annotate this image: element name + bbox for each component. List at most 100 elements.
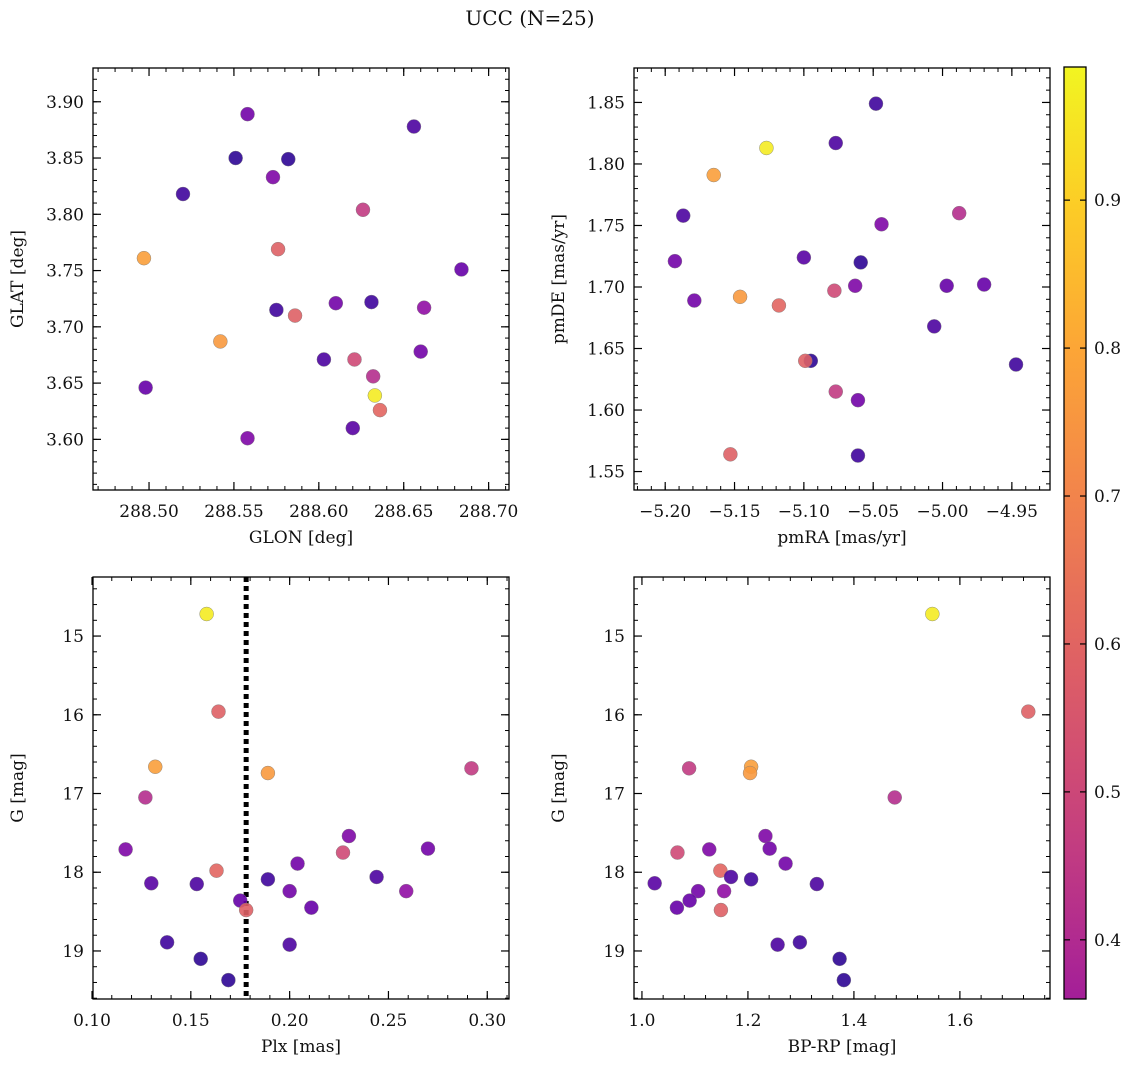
x-axis-label: Plx [mas]	[261, 1037, 341, 1057]
data-point	[1008, 357, 1024, 372]
y-tick-label: 1.55	[587, 463, 625, 483]
data-point	[868, 96, 884, 111]
data-point	[240, 106, 255, 122]
data-point	[199, 606, 214, 622]
y-axis-label: GLAT [deg]	[8, 230, 28, 328]
data-point	[464, 761, 479, 776]
x-axis-label: BP-RP [mag]	[788, 1037, 897, 1057]
data-point	[454, 262, 469, 277]
data-point	[927, 319, 942, 334]
y-axis-label: pmDE [mas/yr]	[549, 214, 569, 344]
plot-frame	[633, 67, 1051, 491]
data-point	[798, 353, 813, 369]
scatter-panel-4: 1.0 1.2 1.4 1.6 15 16 17 18 19 BP-RP [mag] G [mag]	[549, 576, 1051, 1057]
data-point	[209, 863, 224, 878]
data-point	[118, 842, 133, 857]
data-point	[723, 447, 738, 462]
x-tick-label: −5.05	[847, 502, 899, 522]
colorbar-tick-label: 0.8	[1094, 339, 1121, 359]
y-tick-label: 3.65	[46, 374, 84, 394]
colorbar-frame	[1063, 66, 1087, 1000]
data-point	[316, 352, 332, 367]
colorbar-tick-label: 0.9	[1094, 191, 1121, 211]
y-tick-label: 3.90	[46, 93, 84, 113]
data-point	[290, 856, 305, 871]
data-point	[328, 295, 344, 311]
data-point	[355, 202, 371, 217]
x-tick-label: 1.2	[734, 1011, 761, 1031]
x-tick-label: −5.00	[916, 502, 968, 522]
data-point	[365, 369, 381, 384]
data-point	[828, 384, 843, 399]
colorbar-tick-label: 0.6	[1094, 635, 1121, 655]
y-tick-label: 1.70	[587, 278, 625, 298]
colorbar-tick-label: 0.5	[1094, 783, 1121, 803]
data-point	[732, 289, 748, 305]
data-point	[770, 937, 785, 952]
x-tick-label: 288.70	[459, 502, 518, 522]
data-point	[925, 606, 940, 622]
figure-title: UCC (N=25)	[465, 6, 595, 30]
data-point	[681, 761, 697, 776]
y-axis-label: G [mag]	[8, 753, 28, 822]
data-point	[282, 937, 297, 952]
data-point	[850, 448, 866, 463]
data-point	[647, 876, 662, 891]
y-tick-label: 3.70	[46, 318, 84, 338]
data-point	[792, 935, 808, 950]
data-point	[369, 869, 384, 885]
x-tick-label: 0.30	[468, 1011, 506, 1031]
data-point	[951, 205, 967, 221]
data-point	[828, 135, 843, 151]
data-point	[347, 352, 362, 367]
data-point	[238, 902, 254, 918]
data-point	[836, 972, 852, 988]
x-tick-label: 0.10	[73, 1011, 111, 1031]
data-point	[1021, 704, 1036, 719]
data-point	[270, 241, 286, 257]
y-tick-label: 16	[603, 706, 625, 726]
data-point	[771, 298, 787, 313]
x-tick-label: 288.60	[289, 502, 348, 522]
y-tick-label: 15	[603, 627, 625, 647]
colorbar: 0.4 0.5 0.6 0.7 0.8 0.9	[1063, 66, 1121, 1000]
y-tick-label: 16	[62, 706, 84, 726]
data-point	[189, 876, 204, 892]
y-tick-label: 1.75	[587, 216, 625, 236]
y-tick-label: 17	[603, 785, 625, 805]
data-point	[706, 167, 721, 183]
colorbar-gradient	[1064, 67, 1086, 999]
x-tick-label: −5.10	[778, 502, 830, 522]
data-point	[416, 300, 432, 315]
x-axis-label: GLON [deg]	[249, 528, 353, 548]
plot-frame	[92, 576, 510, 1000]
data-point	[669, 900, 685, 915]
x-tick-label: −5.15	[708, 502, 760, 522]
data-point	[269, 302, 284, 318]
data-point	[670, 845, 685, 860]
x-tick-label: 1.6	[946, 1011, 973, 1031]
y-axis-label: G [mag]	[549, 753, 569, 822]
data-point	[713, 902, 729, 918]
data-point	[853, 255, 868, 270]
x-tick-label: 288.65	[374, 502, 433, 522]
y-tick-label: 1.80	[587, 155, 625, 175]
data-point	[682, 893, 697, 908]
y-tick-label: 1.60	[587, 401, 625, 421]
data-point	[406, 119, 422, 134]
x-tick-label: 288.55	[204, 502, 263, 522]
y-tick-label: 15	[62, 627, 84, 647]
data-point	[976, 277, 992, 292]
x-tick-label: 288.50	[119, 502, 178, 522]
data-point	[281, 151, 296, 167]
data-point	[887, 790, 902, 805]
x-axis-label: pmRA [mas/yr]	[777, 528, 906, 548]
data-point	[175, 186, 191, 202]
y-tick-label: 18	[603, 863, 625, 883]
x-tick-label: −4.95	[986, 502, 1038, 522]
data-point	[702, 842, 717, 857]
data-point	[778, 856, 793, 871]
data-point	[287, 308, 303, 323]
y-tick-label: 17	[62, 785, 84, 805]
